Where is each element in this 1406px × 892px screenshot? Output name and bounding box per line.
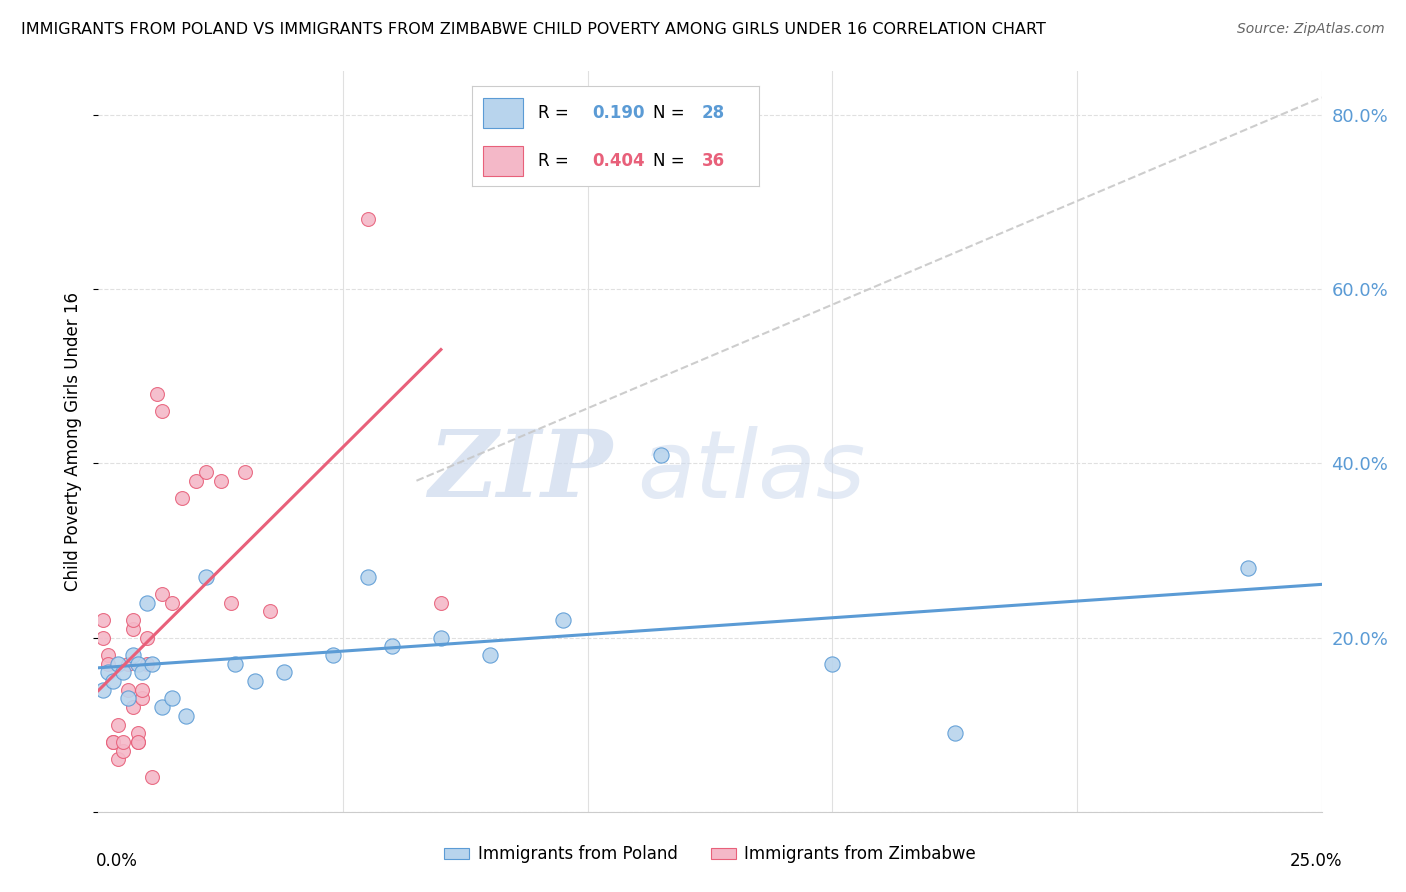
Point (160, 596, 183, 610)
Point (233, 465, 256, 479)
Point (650, 448, 672, 462)
Point (430, 631, 453, 645)
Point (209, 474, 232, 488)
Point (117, 657, 139, 671)
Point (121, 648, 143, 662)
Point (97, 648, 120, 662)
Point (97, 665, 120, 680)
Point (322, 648, 344, 662)
Point (111, 665, 134, 680)
Point (170, 491, 193, 505)
Point (141, 657, 163, 671)
Point (127, 657, 149, 671)
Point (150, 587, 173, 601)
Point (136, 631, 159, 645)
Point (91, 631, 114, 645)
Point (117, 691, 139, 706)
Text: IMMIGRANTS FROM POLAND VS IMMIGRANTS FROM ZIMBABWE CHILD POVERTY AMONG GIRLS UND: IMMIGRANTS FROM POLAND VS IMMIGRANTS FRO… (21, 22, 1046, 37)
Point (121, 613, 143, 627)
Point (107, 717, 129, 731)
Point (91, 682, 114, 697)
Point (146, 386, 169, 401)
Point (141, 770, 163, 784)
Point (127, 735, 149, 749)
Point (821, 657, 844, 671)
Point (273, 665, 295, 680)
Point (224, 657, 246, 671)
Point (136, 596, 159, 610)
Point (127, 735, 149, 749)
Point (101, 735, 124, 749)
Point (121, 700, 143, 714)
Point (195, 465, 218, 479)
Point (195, 569, 218, 583)
Point (478, 648, 501, 662)
Point (243, 674, 266, 689)
Legend: Immigrants from Poland, Immigrants from Zimbabwe: Immigrants from Poland, Immigrants from … (437, 838, 983, 870)
Point (356, 212, 378, 227)
Point (553, 613, 575, 627)
Point (131, 682, 153, 697)
Text: 0.0%: 0.0% (96, 852, 138, 870)
Point (101, 674, 124, 689)
Text: 25.0%: 25.0% (1291, 852, 1343, 870)
Point (356, 569, 378, 583)
Point (176, 709, 198, 723)
Point (430, 596, 453, 610)
Point (136, 657, 159, 671)
Point (97, 657, 120, 671)
Point (117, 682, 139, 697)
Text: atlas: atlas (637, 425, 865, 516)
Point (127, 726, 149, 740)
Point (107, 657, 129, 671)
Point (131, 691, 153, 706)
Point (121, 622, 143, 636)
Point (943, 726, 966, 740)
Point (111, 744, 134, 758)
Point (131, 665, 153, 680)
Point (219, 596, 242, 610)
Point (160, 691, 183, 706)
Point (1237, 561, 1260, 575)
Point (111, 735, 134, 749)
Point (150, 700, 173, 714)
Point (101, 735, 124, 749)
Point (91, 613, 114, 627)
Point (107, 752, 129, 766)
Text: Source: ZipAtlas.com: Source: ZipAtlas.com (1237, 22, 1385, 37)
Y-axis label: Child Poverty Among Girls Under 16: Child Poverty Among Girls Under 16 (65, 292, 83, 591)
Point (381, 639, 404, 653)
Point (150, 404, 173, 418)
Text: ZIP: ZIP (427, 426, 612, 516)
Point (259, 604, 281, 618)
Point (186, 474, 208, 488)
